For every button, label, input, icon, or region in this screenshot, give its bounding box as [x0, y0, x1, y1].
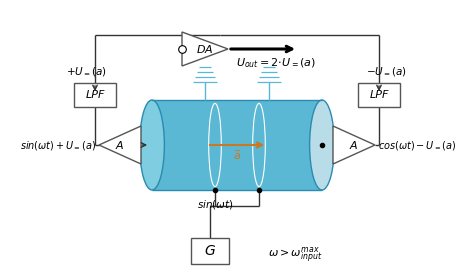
Text: $\omega > \omega_{input}^{max}$: $\omega > \omega_{input}^{max}$ — [268, 245, 322, 265]
Text: $A$: $A$ — [115, 139, 125, 151]
Text: $G$: $G$ — [204, 244, 216, 258]
Text: $sin(\omega t)+U_{=}(a)$: $sin(\omega t)+U_{=}(a)$ — [20, 138, 96, 152]
Text: $U_{out}= 2{\cdot}U_{=}(a)$: $U_{out}= 2{\cdot}U_{=}(a)$ — [236, 56, 316, 70]
Ellipse shape — [310, 100, 334, 190]
Polygon shape — [333, 126, 375, 164]
Text: $sin(\omega t)$: $sin(\omega t)$ — [197, 198, 233, 211]
Bar — [152, 100, 322, 190]
Text: $A$: $A$ — [349, 139, 359, 151]
Text: $cos(\omega t)-U_{=}(a)$: $cos(\omega t)-U_{=}(a)$ — [378, 138, 456, 152]
Bar — [74, 83, 116, 107]
Text: $\vec{a}$: $\vec{a}$ — [233, 148, 241, 162]
Bar — [358, 83, 400, 107]
Polygon shape — [182, 32, 228, 66]
Text: $DA$: $DA$ — [196, 43, 214, 55]
Bar — [191, 238, 229, 264]
Text: $+U_{=}(a)$: $+U_{=}(a)$ — [66, 65, 108, 78]
Text: LPF: LPF — [369, 90, 389, 100]
Text: LPF: LPF — [85, 90, 105, 100]
Polygon shape — [99, 126, 141, 164]
Ellipse shape — [140, 100, 164, 190]
Text: $-U_{=}(a)$: $-U_{=}(a)$ — [366, 65, 408, 78]
